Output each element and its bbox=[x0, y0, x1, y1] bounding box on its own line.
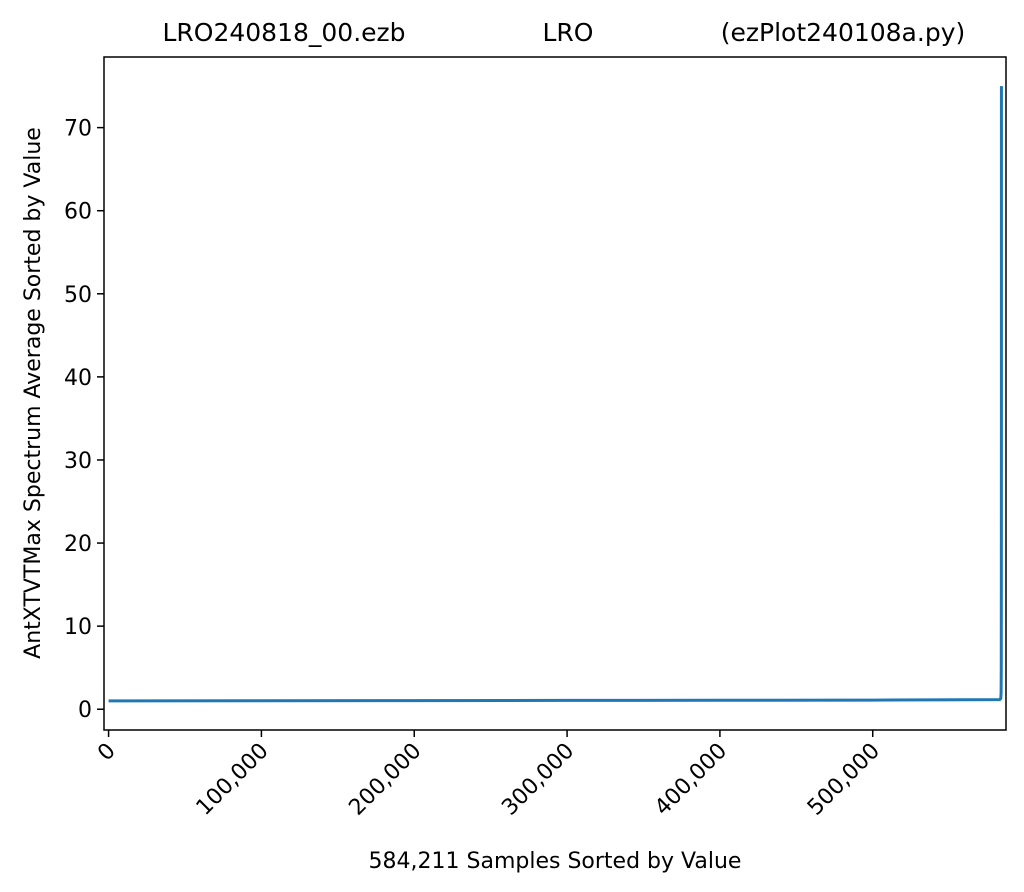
chart-title-site: LRO bbox=[543, 18, 594, 47]
y-axis-label: AntXTVTMax Spectrum Average Sorted by Va… bbox=[21, 127, 46, 659]
chart-title-script: (ezPlot240108a.py) bbox=[721, 18, 966, 47]
chart-title-file: LRO240818_00.ezb bbox=[162, 18, 405, 47]
y-tick-label: 40 bbox=[64, 366, 92, 391]
y-tick-label: 70 bbox=[64, 117, 92, 142]
series-line bbox=[108, 86, 1003, 703]
y-tick-label: 60 bbox=[64, 200, 92, 225]
y-axis-ticks: 0 10 20 30 40 50 60 70 bbox=[64, 117, 104, 723]
y-tick-label: 0 bbox=[78, 698, 92, 723]
x-axis-label: 584,211 Samples Sorted by Value bbox=[369, 849, 742, 874]
plot-area bbox=[103, 56, 1007, 731]
y-tick-label: 30 bbox=[64, 449, 92, 474]
y-tick-label: 50 bbox=[64, 283, 92, 308]
y-tick-label: 10 bbox=[64, 615, 92, 640]
y-tick-label: 20 bbox=[64, 532, 92, 557]
series-layer bbox=[108, 86, 1003, 703]
